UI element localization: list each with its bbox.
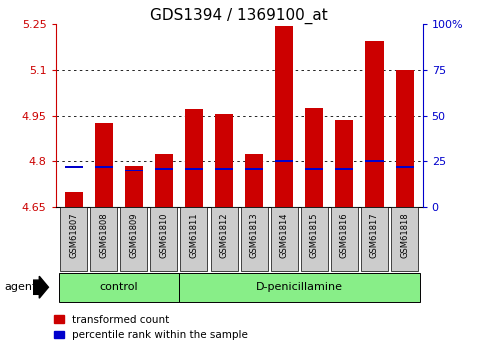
Legend: transformed count, percentile rank within the sample: transformed count, percentile rank withi… xyxy=(54,315,248,340)
Text: GSM61807: GSM61807 xyxy=(69,212,78,258)
FancyBboxPatch shape xyxy=(60,207,87,271)
Bar xyxy=(125,169,143,171)
Bar xyxy=(185,109,203,207)
FancyBboxPatch shape xyxy=(301,207,328,271)
Bar xyxy=(155,154,173,207)
Text: GSM61810: GSM61810 xyxy=(159,212,169,258)
Bar xyxy=(366,41,384,207)
FancyBboxPatch shape xyxy=(150,207,177,271)
Text: control: control xyxy=(99,282,138,292)
Bar xyxy=(65,166,83,168)
Text: agent: agent xyxy=(5,282,37,292)
Bar xyxy=(215,168,233,169)
Bar xyxy=(125,166,143,207)
Bar xyxy=(305,168,323,169)
FancyBboxPatch shape xyxy=(391,207,418,271)
Text: GSM61808: GSM61808 xyxy=(99,212,108,258)
Text: GSM61812: GSM61812 xyxy=(220,212,228,258)
Bar xyxy=(245,168,263,169)
Bar xyxy=(396,166,413,168)
Text: D-penicillamine: D-penicillamine xyxy=(256,282,343,292)
Text: GSM61817: GSM61817 xyxy=(370,212,379,258)
Bar xyxy=(155,168,173,169)
Text: GSM61815: GSM61815 xyxy=(310,212,319,258)
Bar xyxy=(215,114,233,207)
Text: GSM61818: GSM61818 xyxy=(400,212,409,258)
Text: GSM61809: GSM61809 xyxy=(129,212,138,258)
Bar xyxy=(185,168,203,169)
Bar xyxy=(275,160,293,162)
Bar xyxy=(305,108,323,207)
FancyBboxPatch shape xyxy=(58,273,179,302)
FancyBboxPatch shape xyxy=(241,207,268,271)
FancyArrow shape xyxy=(33,276,48,298)
Text: GSM61811: GSM61811 xyxy=(189,212,199,258)
Bar xyxy=(335,120,354,207)
Bar xyxy=(335,168,354,169)
Bar xyxy=(65,192,83,207)
Bar xyxy=(245,154,263,207)
FancyBboxPatch shape xyxy=(211,207,238,271)
FancyBboxPatch shape xyxy=(120,207,147,271)
Bar xyxy=(366,160,384,162)
Text: GSM61816: GSM61816 xyxy=(340,212,349,258)
Bar xyxy=(95,166,113,168)
Bar xyxy=(95,123,113,207)
Text: GSM61814: GSM61814 xyxy=(280,212,289,258)
Bar xyxy=(396,70,413,207)
FancyBboxPatch shape xyxy=(361,207,388,271)
FancyBboxPatch shape xyxy=(181,207,208,271)
FancyBboxPatch shape xyxy=(90,207,117,271)
FancyBboxPatch shape xyxy=(270,207,298,271)
Bar xyxy=(275,26,293,207)
Title: GDS1394 / 1369100_at: GDS1394 / 1369100_at xyxy=(150,8,328,24)
Text: GSM61813: GSM61813 xyxy=(250,212,258,258)
FancyBboxPatch shape xyxy=(331,207,358,271)
FancyBboxPatch shape xyxy=(179,273,420,302)
